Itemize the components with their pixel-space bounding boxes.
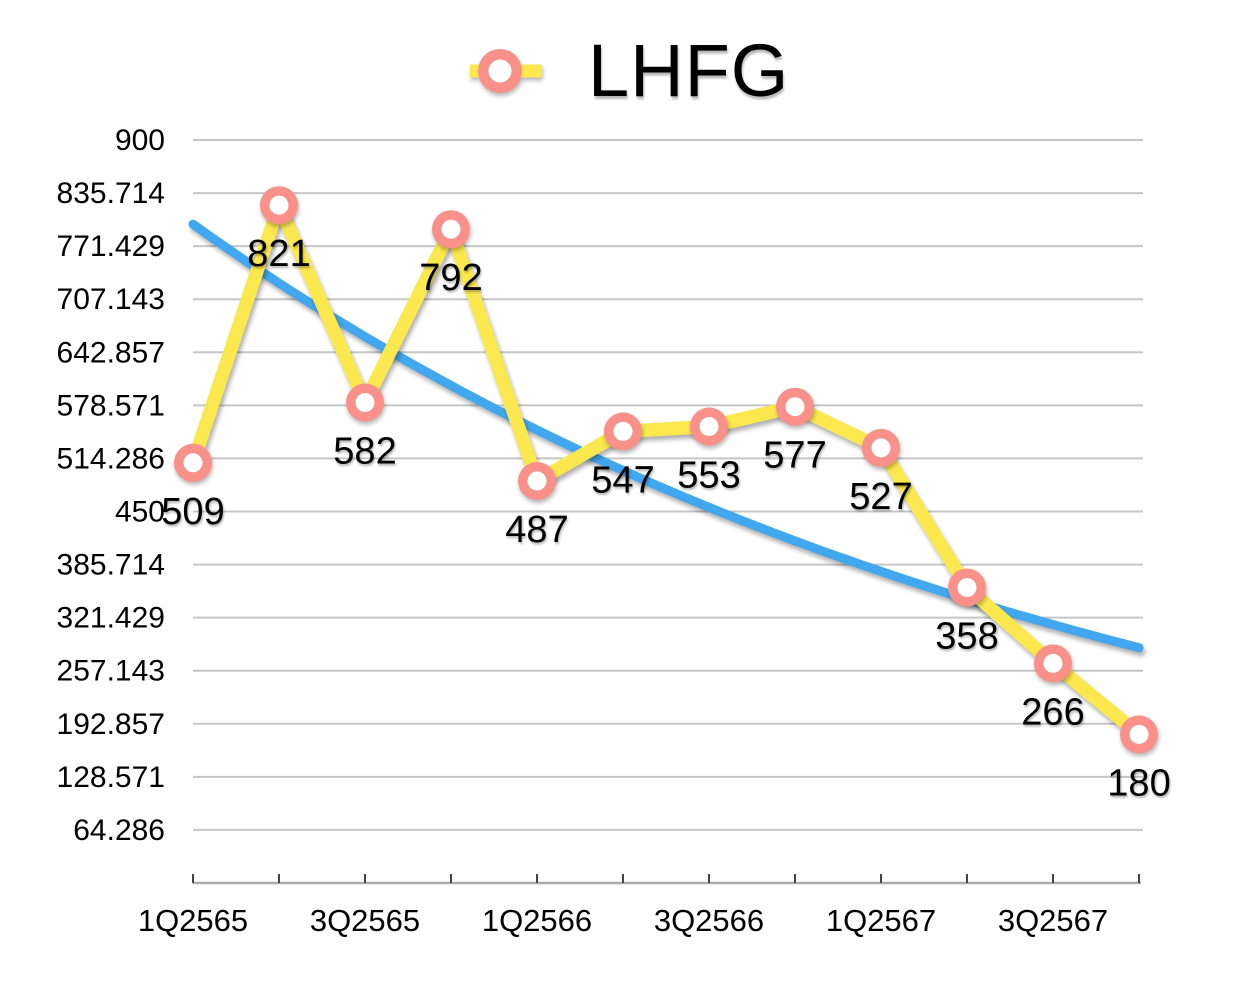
data-point-label: 821 (247, 233, 310, 275)
data-point-label: 582 (333, 431, 396, 473)
x-axis: 1Q2565 3Q2565 1Q2566 3Q2566 1Q2567 3Q2567 (138, 874, 1141, 938)
data-point-markers (174, 186, 1158, 754)
data-point-label: 180 (1107, 762, 1170, 804)
legend-series-label: LHFG (588, 29, 790, 112)
data-point-label: 577 (763, 435, 826, 477)
data-point-label: 527 (849, 476, 912, 518)
y-axis-label: 321.429 (57, 602, 165, 635)
x-axis-label: 3Q2567 (998, 903, 1108, 938)
y-axis-label: 64.286 (73, 814, 165, 847)
gridlines (193, 139, 1143, 831)
y-axis-label: 835.714 (57, 177, 165, 210)
y-axis-label: 771.429 (57, 230, 165, 263)
data-point-marker-hole (441, 219, 461, 239)
y-axis-label: 192.857 (57, 708, 165, 741)
data-point-marker-hole (699, 417, 719, 436)
y-axis-label: 128.571 (57, 761, 165, 794)
data-point-marker-hole (355, 393, 375, 412)
y-axis-label: 385.714 (57, 549, 165, 582)
data-point-label: 487 (505, 509, 568, 551)
data-point-marker-hole (1043, 653, 1063, 673)
data-point-label: 266 (1021, 691, 1084, 733)
legend-ring-hole (488, 59, 512, 83)
data-point-marker-hole (269, 195, 289, 215)
y-axis-label: 450 (115, 496, 165, 529)
data-point-label: 553 (677, 455, 740, 497)
y-axis-labels: 900 835.714 771.429 707.143 642.857 578.571 51… (57, 124, 165, 847)
x-axis-label: 3Q2565 (310, 903, 420, 938)
x-axis-label: 1Q2565 (138, 903, 248, 938)
data-point-label: 509 (161, 491, 224, 533)
data-point-label: 358 (935, 616, 998, 658)
data-point-labels: 509 821 582 792 487 547 553 577 527 358 266 180 (161, 233, 1170, 804)
x-axis-label: 3Q2566 (654, 903, 764, 938)
y-axis-label: 257.143 (57, 655, 165, 688)
data-point-marker-hole (613, 421, 633, 441)
series-line-group (186, 198, 1146, 742)
data-point-label: 547 (591, 459, 654, 501)
x-axis-label: 1Q2566 (482, 903, 592, 938)
data-point-marker-hole (785, 397, 805, 417)
data-point-marker-hole (871, 438, 891, 458)
y-axis-label: 514.286 (57, 442, 165, 475)
chart-legend: LHFG (470, 34, 789, 108)
y-axis-label: 578.571 (57, 389, 165, 422)
legend-series-marker-icon (470, 49, 542, 93)
x-axis-label: 1Q2567 (826, 903, 936, 938)
data-point-marker-hole (527, 471, 547, 491)
data-point-marker-hole (957, 578, 977, 597)
y-axis-label: 707.143 (57, 283, 165, 316)
y-axis-label: 642.857 (57, 336, 165, 369)
data-point-marker-hole (183, 453, 203, 473)
series-line (186, 198, 1146, 742)
y-axis-label: 900 (115, 124, 165, 157)
data-point-label: 792 (419, 257, 482, 299)
data-point-marker-hole (1129, 724, 1149, 744)
